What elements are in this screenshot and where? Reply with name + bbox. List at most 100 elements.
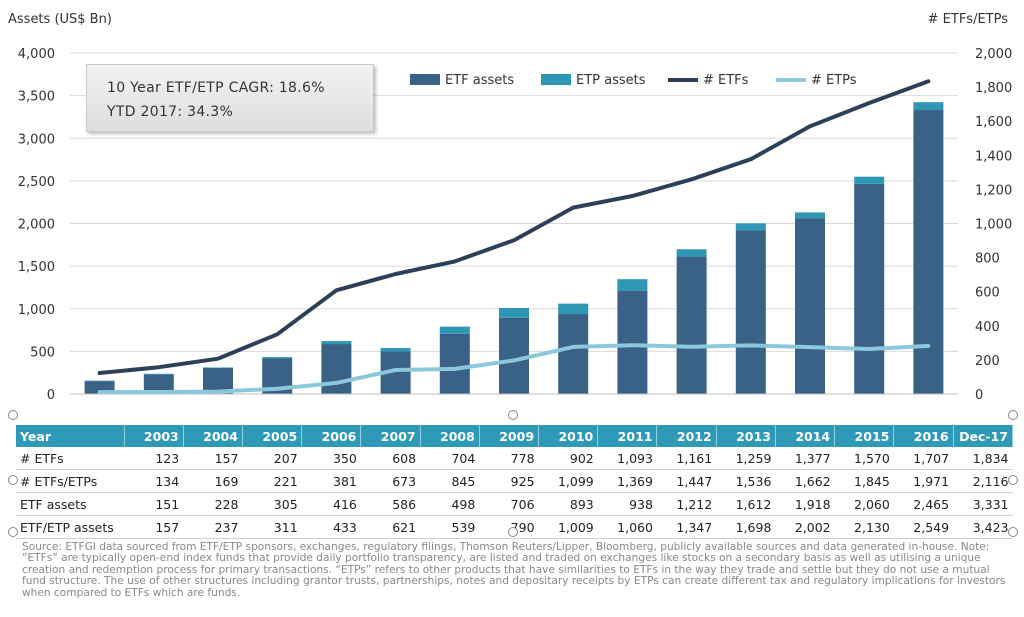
etf-assets-bar	[499, 317, 529, 394]
y-tick-right: 2,000	[975, 47, 1012, 62]
table-cell: 938	[597, 492, 657, 516]
table-header-year: 2015	[834, 425, 895, 447]
etps-count-line	[97, 343, 931, 395]
table-cell: 1,099	[538, 469, 598, 493]
table-cell: 845	[420, 469, 480, 493]
table-cell: 3,331	[953, 492, 1013, 516]
table-cell: 433	[301, 515, 361, 539]
etp-assets-bar	[262, 357, 293, 359]
selection-handle[interactable]	[508, 410, 518, 420]
table-cell: 157	[124, 515, 184, 539]
table-row: # ETFs 123 157 207 350 608 704 778 902 1,093 1,161…	[16, 447, 1013, 470]
table-cell: 134	[124, 469, 184, 493]
table-cell: 925	[479, 469, 539, 493]
y-tick-left: 500	[30, 345, 55, 360]
etf-assets-bar	[795, 218, 825, 394]
selection-handle[interactable]	[1008, 410, 1018, 420]
table-cell: 1,707	[893, 447, 954, 470]
cagr-line-2: YTD 2017: 34.3%	[107, 104, 234, 120]
table-cell: 350	[301, 447, 361, 470]
table-cell: 539	[420, 515, 480, 539]
table-header-year: 2013	[716, 425, 776, 447]
table-cell: 1,060	[597, 515, 657, 539]
table-cell: 151	[124, 492, 184, 516]
etp-assets-bar	[558, 303, 589, 315]
selection-handle[interactable]	[8, 527, 18, 537]
table-cell: 2,002	[775, 515, 835, 539]
legend-swatch	[541, 74, 571, 85]
etp-assets-bar	[499, 307, 529, 318]
etf-assets-bar	[143, 374, 174, 394]
etf-assets-bar	[321, 344, 352, 394]
row-label: # ETFs/ETPs	[16, 469, 124, 493]
assets-chart: 0 500 1,000 1,500 2,000 2,500 3,000 3,500 4,000 0…	[8, 12, 1012, 403]
etp-assets-bar	[854, 176, 885, 184]
etf-assets-bar	[617, 290, 648, 394]
etf-assets-bar	[913, 110, 944, 394]
etp-assets-bar	[203, 367, 233, 368]
table-row: ETF/ETP assets 157 237 311 433 621 539 790 1,009…	[16, 515, 1013, 539]
table-cell: 2,549	[893, 515, 954, 539]
table-cell: 2,060	[834, 492, 894, 516]
etp-assets-bar	[676, 249, 707, 257]
legend-label: # ETFs	[703, 73, 749, 88]
y-tick-left: 0	[47, 388, 55, 403]
table-cell: 1,161	[656, 447, 717, 470]
legend-swatch	[410, 74, 440, 85]
table-cell: 498	[420, 492, 480, 516]
table-header-year: 2006	[301, 425, 362, 447]
table-cell: 305	[242, 492, 302, 516]
y-tick-right: 1,600	[975, 115, 1012, 130]
table-cell: 586	[360, 492, 421, 516]
y-tick-right: 1,800	[975, 81, 1012, 96]
table-cell: 608	[360, 447, 421, 470]
etf-assets-bar	[676, 256, 707, 394]
table-cell: 169	[183, 469, 243, 493]
table-cell: 2,465	[893, 492, 954, 516]
y-tick-right: 400	[975, 320, 1000, 335]
table-header-year: Dec-17	[953, 425, 1014, 447]
row-label: # ETFs	[16, 447, 124, 470]
row-label: ETF assets	[16, 492, 124, 516]
table-row: ETF assets 151 228 305 416 586 498 706 893 938 1,2…	[16, 492, 1013, 516]
selection-handle[interactable]	[508, 527, 518, 537]
table-cell: 706	[479, 492, 539, 516]
table-header-year: 2010	[538, 425, 599, 447]
table-header-year: 2003	[124, 425, 184, 447]
table-header-year: 2012	[656, 425, 717, 447]
table-header-year: 2005	[242, 425, 303, 447]
table-cell: 1,536	[716, 469, 776, 493]
legend-label: ETP assets	[576, 73, 646, 88]
table-row: # ETFs/ETPs 134 169 221 381 673 845 925 1,099 1,3…	[16, 469, 1013, 493]
table-cell: 1,698	[716, 515, 776, 539]
table-cell: 311	[242, 515, 302, 539]
table-header-year: 2008	[420, 425, 480, 447]
selection-handle[interactable]	[8, 475, 18, 485]
table-body: # ETFs 123 157 207 350 608 704 778 902 1,093 1,161…	[16, 447, 1013, 539]
table-cell: 3,423	[953, 515, 1013, 539]
table-cell: 621	[360, 515, 421, 539]
y-tick-left: 4,000	[18, 47, 55, 62]
table-cell: 2,130	[834, 515, 894, 539]
selection-handle[interactable]	[1008, 527, 1018, 537]
table-cell: 1,834	[953, 447, 1013, 470]
table-cell: 228	[183, 492, 243, 516]
y-tick-right: 600	[975, 286, 1000, 301]
etp-assets-bar	[380, 348, 411, 352]
y-axis-title-left: Assets (US$ Bn)	[8, 12, 112, 27]
selection-handle[interactable]	[1008, 475, 1018, 485]
cagr-box: 10 Year ETF/ETP CAGR: 18.6% YTD 2017: 34…	[86, 64, 374, 132]
legend-label: ETF assets	[445, 73, 514, 88]
table-cell: 416	[301, 492, 361, 516]
y-tick-right: 1,000	[975, 218, 1012, 233]
selection-handle[interactable]	[8, 410, 18, 420]
etp-assets-bar	[617, 279, 648, 291]
table-cell: 123	[124, 447, 184, 470]
y-tick-right: 200	[975, 354, 1000, 369]
table-header-year: 2016	[893, 425, 954, 447]
source-note: Source: ETFGI data sourced from ETF/ETP …	[22, 541, 1006, 599]
y-tick-left: 2,000	[18, 218, 55, 233]
table-cell: 2,116	[953, 469, 1013, 493]
y-tick-right: 1,400	[975, 149, 1012, 164]
table-header-year: 2007	[360, 425, 421, 447]
